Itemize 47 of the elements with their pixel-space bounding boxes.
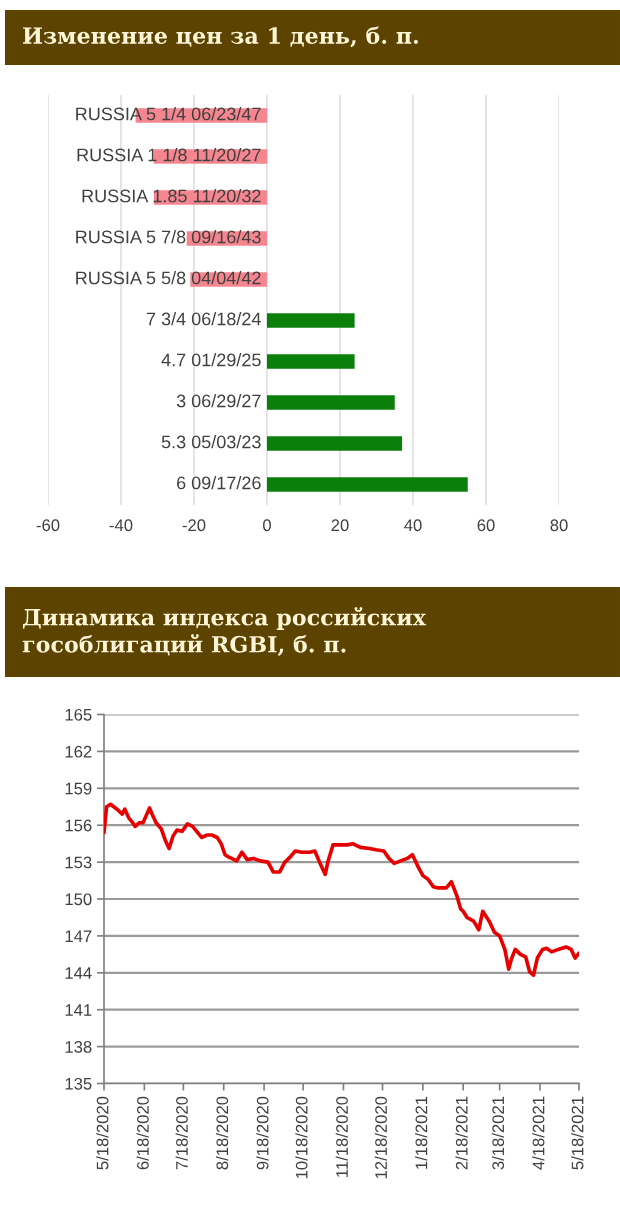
x-tick-label: 80 bbox=[550, 519, 568, 532]
x-tick-label: 20 bbox=[331, 519, 349, 532]
x-tick-label: 12/18/2020 bbox=[374, 1096, 387, 1179]
x-tick-label: 10/18/2020 bbox=[295, 1096, 308, 1179]
y-tick-label: 162 bbox=[65, 745, 92, 758]
x-tick-label: -40 bbox=[109, 519, 133, 532]
y-tick-label: RUSSIA 5 7/8 09/16/43 bbox=[76, 230, 261, 244]
x-tick-label: 9/18/2020 bbox=[256, 1096, 269, 1170]
bar bbox=[267, 477, 468, 492]
y-tick-label: 4.7 01/29/25 bbox=[161, 353, 261, 367]
x-tick-label: 40 bbox=[404, 519, 422, 532]
y-tick-label: 5.3 05/03/23 bbox=[161, 435, 261, 449]
y-tick-label: 138 bbox=[65, 1041, 92, 1053]
x-tick-label: 1/18/2021 bbox=[415, 1096, 428, 1169]
y-tick-label: 7 3/4 06/18/24 bbox=[146, 312, 261, 326]
x-tick-label: 4/18/2021 bbox=[532, 1096, 545, 1170]
x-tick-label: 0 bbox=[263, 519, 271, 532]
y-tick-label: 147 bbox=[65, 930, 92, 942]
y-tick-label: 141 bbox=[65, 1004, 92, 1016]
bar bbox=[267, 395, 395, 410]
x-tick-label: 5/18/2020 bbox=[96, 1096, 109, 1170]
bar bbox=[267, 354, 355, 369]
y-tick-label: 144 bbox=[65, 967, 92, 979]
line-series bbox=[104, 802, 579, 978]
bar bbox=[267, 436, 403, 451]
y-tick-label: 156 bbox=[65, 819, 92, 832]
bar bbox=[267, 313, 355, 328]
x-tick-label: 7/18/2020 bbox=[175, 1096, 188, 1170]
y-tick-label: 135 bbox=[65, 1077, 92, 1090]
x-tick-label: -60 bbox=[36, 519, 60, 532]
chart-title: Динамика индекса российских гособлигаций RGBI, б. п. bbox=[22, 607, 427, 656]
x-tick-label: 6/18/2020 bbox=[136, 1096, 149, 1170]
x-tick-label: 11/18/2020 bbox=[335, 1096, 348, 1177]
x-tick-label: -20 bbox=[182, 519, 206, 532]
y-tick-label: 159 bbox=[65, 782, 92, 795]
y-tick-label: 153 bbox=[65, 856, 92, 869]
chart-title: Изменение цен за 1 день, б. п. bbox=[23, 26, 418, 48]
x-tick-label: 2/18/2021 bbox=[455, 1096, 468, 1170]
x-tick-label: 5/18/2021 bbox=[571, 1096, 584, 1170]
y-tick-label: 3 06/29/27 bbox=[176, 394, 261, 408]
x-tick-label: 60 bbox=[477, 519, 495, 532]
x-tick-label: 3/18/2021 bbox=[491, 1096, 505, 1170]
y-tick-label: RUSSIA 5 5/8 04/04/42 bbox=[76, 271, 261, 285]
y-tick-label: 6 09/17/26 bbox=[177, 476, 261, 490]
y-tick-label: 150 bbox=[65, 893, 92, 906]
x-tick-label: 8/18/2020 bbox=[215, 1096, 229, 1170]
y-tick-label: 165 bbox=[65, 708, 92, 721]
